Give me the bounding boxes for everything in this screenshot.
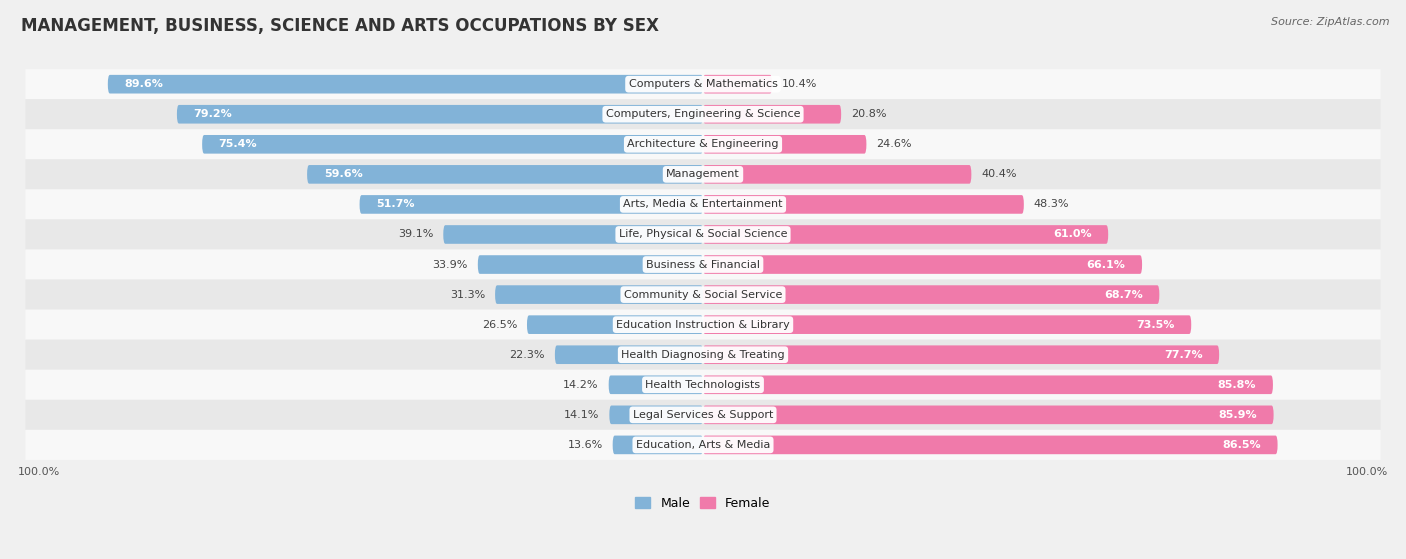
FancyBboxPatch shape <box>108 75 703 93</box>
FancyBboxPatch shape <box>703 135 866 154</box>
Text: 59.6%: 59.6% <box>323 169 363 179</box>
FancyBboxPatch shape <box>25 400 1381 430</box>
Text: 10.4%: 10.4% <box>782 79 817 89</box>
Text: 73.5%: 73.5% <box>1136 320 1174 330</box>
Text: 61.0%: 61.0% <box>1053 230 1091 239</box>
Text: 85.9%: 85.9% <box>1219 410 1257 420</box>
Text: 31.3%: 31.3% <box>450 290 485 300</box>
FancyBboxPatch shape <box>495 285 703 304</box>
FancyBboxPatch shape <box>703 285 1160 304</box>
FancyBboxPatch shape <box>25 129 1381 159</box>
FancyBboxPatch shape <box>25 249 1381 280</box>
Text: 33.9%: 33.9% <box>433 259 468 269</box>
Text: Business & Financial: Business & Financial <box>645 259 761 269</box>
Text: Community & Social Service: Community & Social Service <box>624 290 782 300</box>
FancyBboxPatch shape <box>703 105 841 124</box>
Text: 100.0%: 100.0% <box>1346 467 1388 477</box>
Text: Source: ZipAtlas.com: Source: ZipAtlas.com <box>1271 17 1389 27</box>
Text: Health Technologists: Health Technologists <box>645 380 761 390</box>
FancyBboxPatch shape <box>360 195 703 214</box>
Text: 20.8%: 20.8% <box>851 109 887 119</box>
Legend: Male, Female: Male, Female <box>630 492 776 515</box>
FancyBboxPatch shape <box>527 315 703 334</box>
FancyBboxPatch shape <box>25 190 1381 220</box>
FancyBboxPatch shape <box>703 255 1142 274</box>
FancyBboxPatch shape <box>25 369 1381 400</box>
Text: 75.4%: 75.4% <box>219 139 257 149</box>
FancyBboxPatch shape <box>703 315 1191 334</box>
FancyBboxPatch shape <box>25 99 1381 129</box>
Text: 13.6%: 13.6% <box>568 440 603 450</box>
Text: 89.6%: 89.6% <box>124 79 163 89</box>
Text: 22.3%: 22.3% <box>509 350 546 360</box>
Text: Life, Physical & Social Science: Life, Physical & Social Science <box>619 230 787 239</box>
FancyBboxPatch shape <box>609 376 703 394</box>
Text: MANAGEMENT, BUSINESS, SCIENCE AND ARTS OCCUPATIONS BY SEX: MANAGEMENT, BUSINESS, SCIENCE AND ARTS O… <box>21 17 659 35</box>
Text: 79.2%: 79.2% <box>194 109 232 119</box>
Text: 100.0%: 100.0% <box>18 467 60 477</box>
Text: 14.1%: 14.1% <box>564 410 599 420</box>
FancyBboxPatch shape <box>25 69 1381 99</box>
Text: Computers, Engineering & Science: Computers, Engineering & Science <box>606 109 800 119</box>
Text: Architecture & Engineering: Architecture & Engineering <box>627 139 779 149</box>
FancyBboxPatch shape <box>202 135 703 154</box>
Text: Education, Arts & Media: Education, Arts & Media <box>636 440 770 450</box>
FancyBboxPatch shape <box>703 75 772 93</box>
Text: 85.8%: 85.8% <box>1218 380 1257 390</box>
FancyBboxPatch shape <box>703 225 1108 244</box>
Text: 51.7%: 51.7% <box>377 200 415 210</box>
FancyBboxPatch shape <box>177 105 703 124</box>
Text: 24.6%: 24.6% <box>876 139 912 149</box>
Text: 39.1%: 39.1% <box>398 230 433 239</box>
FancyBboxPatch shape <box>555 345 703 364</box>
Text: Computers & Mathematics: Computers & Mathematics <box>628 79 778 89</box>
Text: 68.7%: 68.7% <box>1104 290 1143 300</box>
Text: Legal Services & Support: Legal Services & Support <box>633 410 773 420</box>
FancyBboxPatch shape <box>25 220 1381 249</box>
Text: 77.7%: 77.7% <box>1164 350 1202 360</box>
FancyBboxPatch shape <box>443 225 703 244</box>
FancyBboxPatch shape <box>613 435 703 454</box>
Text: 14.2%: 14.2% <box>564 380 599 390</box>
FancyBboxPatch shape <box>25 159 1381 190</box>
Text: 86.5%: 86.5% <box>1222 440 1261 450</box>
FancyBboxPatch shape <box>25 280 1381 310</box>
FancyBboxPatch shape <box>703 435 1278 454</box>
FancyBboxPatch shape <box>609 405 703 424</box>
FancyBboxPatch shape <box>307 165 703 184</box>
Text: 66.1%: 66.1% <box>1087 259 1125 269</box>
FancyBboxPatch shape <box>25 310 1381 340</box>
Text: 40.4%: 40.4% <box>981 169 1017 179</box>
Text: 48.3%: 48.3% <box>1033 200 1070 210</box>
FancyBboxPatch shape <box>703 165 972 184</box>
FancyBboxPatch shape <box>703 195 1024 214</box>
Text: Education Instruction & Library: Education Instruction & Library <box>616 320 790 330</box>
FancyBboxPatch shape <box>25 430 1381 460</box>
Text: 26.5%: 26.5% <box>482 320 517 330</box>
FancyBboxPatch shape <box>25 340 1381 369</box>
Text: Arts, Media & Entertainment: Arts, Media & Entertainment <box>623 200 783 210</box>
FancyBboxPatch shape <box>703 376 1272 394</box>
FancyBboxPatch shape <box>703 345 1219 364</box>
FancyBboxPatch shape <box>703 405 1274 424</box>
Text: Health Diagnosing & Treating: Health Diagnosing & Treating <box>621 350 785 360</box>
Text: Management: Management <box>666 169 740 179</box>
FancyBboxPatch shape <box>478 255 703 274</box>
